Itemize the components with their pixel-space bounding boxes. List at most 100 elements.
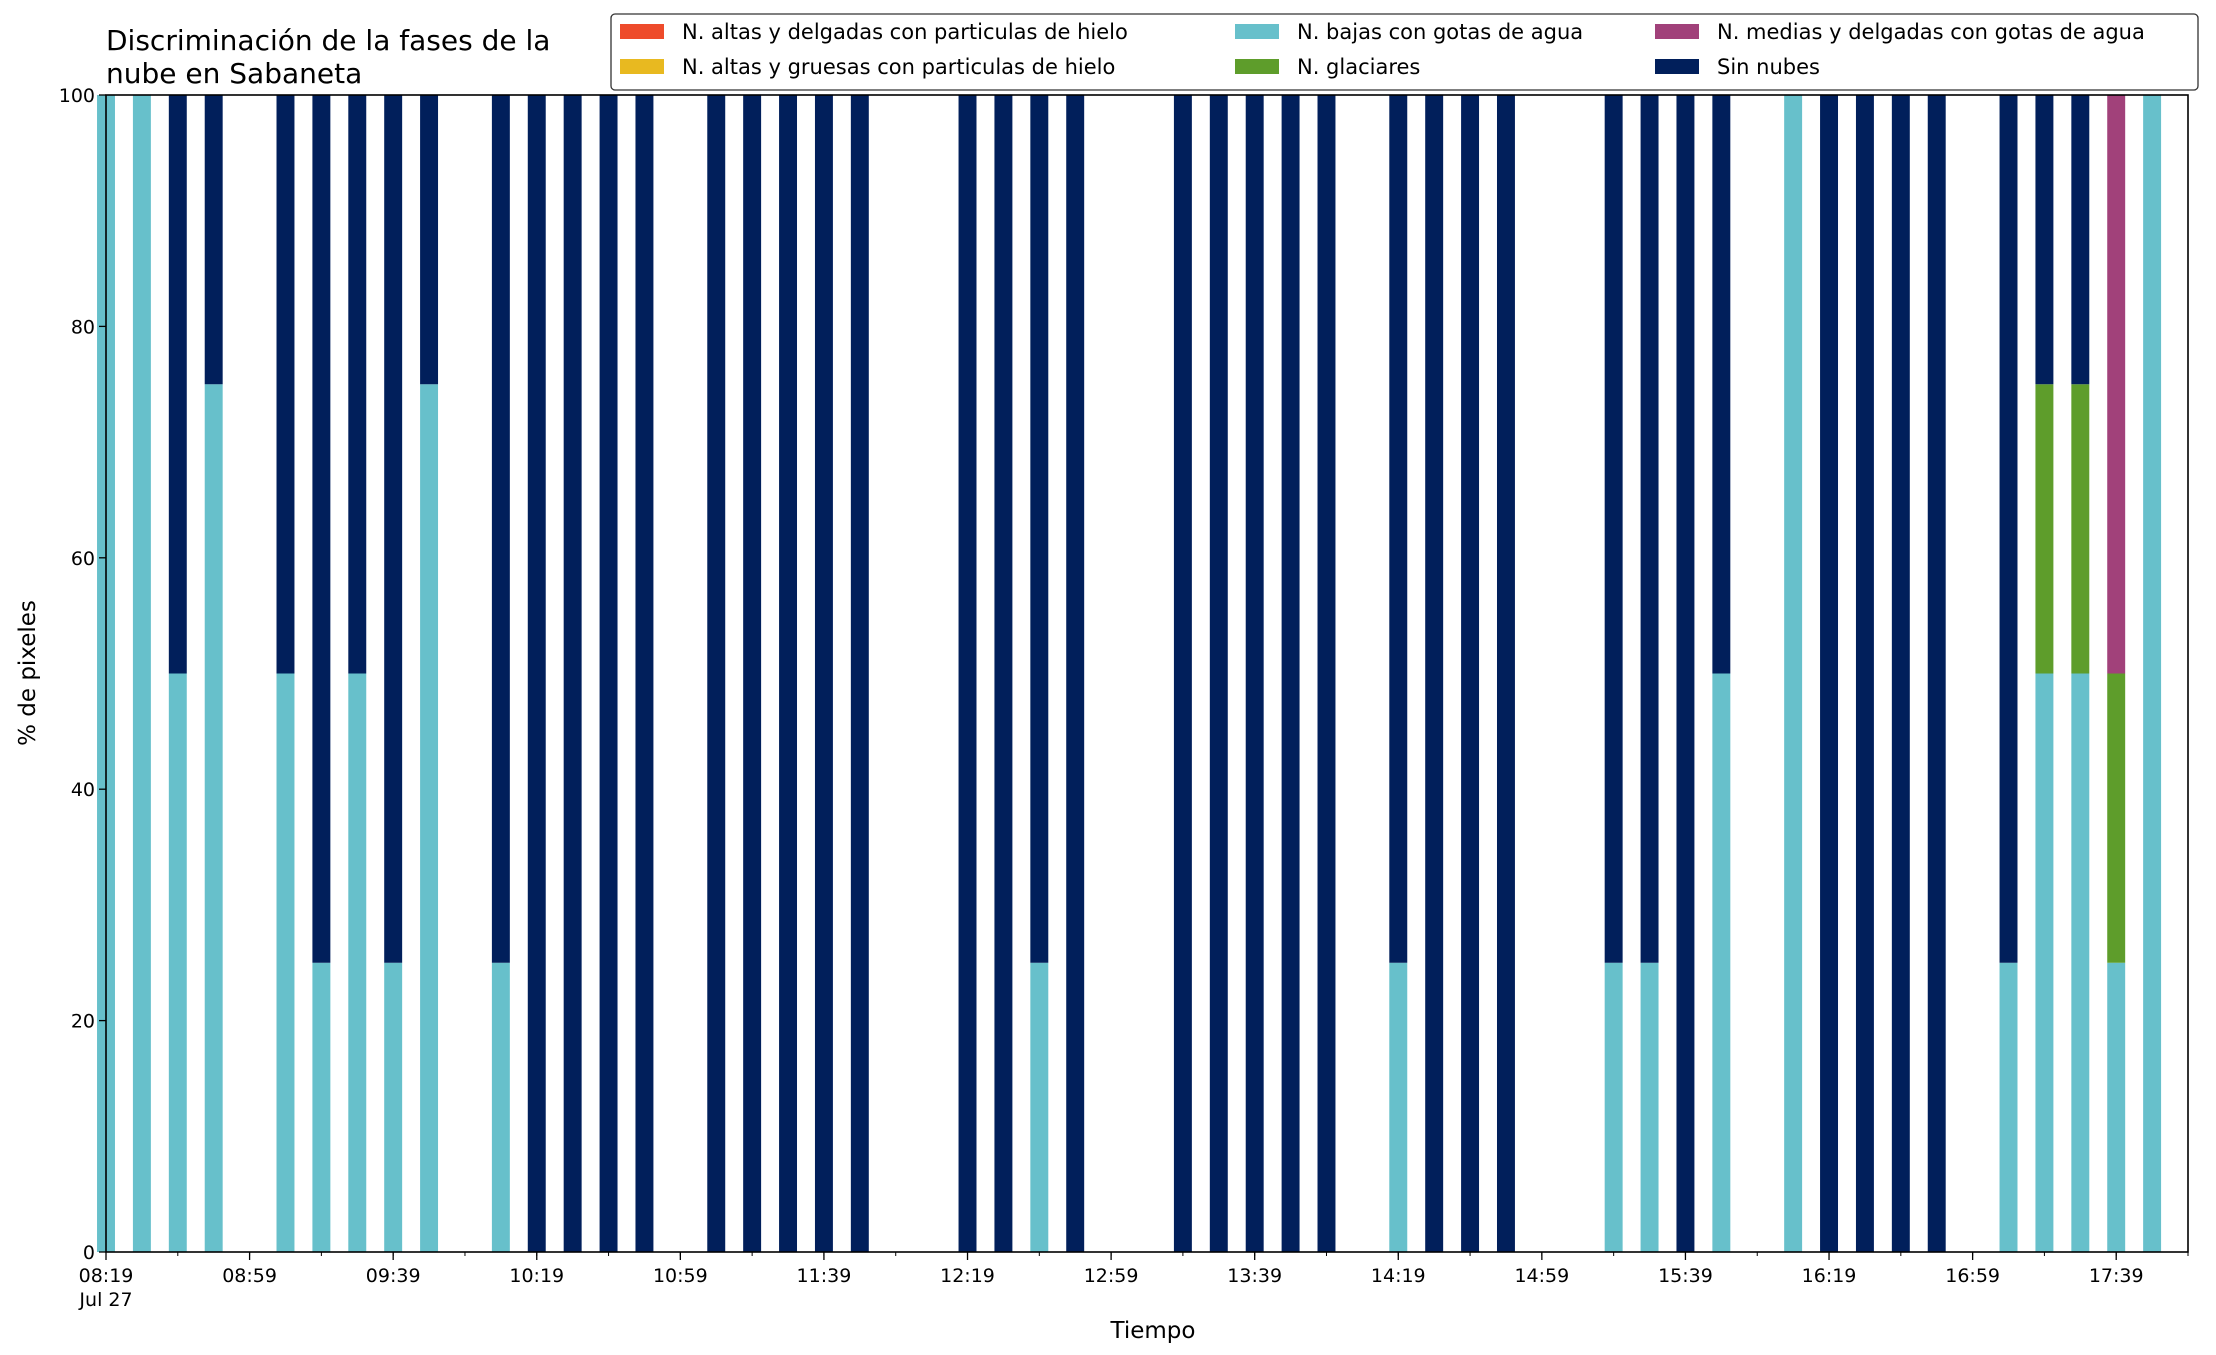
bar-segment (1461, 95, 1480, 1252)
x-tick-label: 14:19 (1371, 1265, 1426, 1287)
bar-segment (420, 384, 439, 1252)
bar-segment (1712, 673, 1731, 1252)
chart-title-line-2: nube en Sabaneta (106, 57, 362, 90)
x-tick-sublabel: Jul 27 (78, 1289, 132, 1311)
bar-segment (1173, 95, 1192, 1252)
bar-segment (994, 95, 1013, 1252)
legend-swatch (620, 59, 664, 74)
bar-segment (384, 962, 403, 1252)
legend-swatch (1655, 24, 1699, 39)
bar-segment (168, 673, 187, 1252)
bar-segment (2071, 95, 2090, 385)
bar-segment (1425, 95, 1444, 1252)
bar-area (97, 95, 2162, 1252)
bar-segment (491, 95, 510, 963)
bar-segment (779, 95, 798, 1252)
bar-segment (2035, 673, 2054, 1252)
bar-segment (814, 95, 833, 1252)
bar-segment (2071, 384, 2090, 674)
y-tick-label: 20 (71, 1011, 95, 1033)
y-tick-label: 40 (71, 779, 95, 801)
bar-segment (1209, 95, 1228, 1252)
chart-title-line-1: Discriminación de la fases de la (106, 24, 550, 57)
bar-segment (312, 95, 331, 963)
x-tick-label: 16:59 (1945, 1265, 2000, 1287)
legend: N. altas y delgadas con particulas de hi… (610, 13, 2199, 91)
bar-segment (1927, 95, 1946, 1252)
bar-segment (1030, 962, 1049, 1252)
y-tick-label: 60 (71, 548, 95, 570)
bar-segment (1999, 95, 2018, 963)
bar-segment (1676, 95, 1695, 1252)
x-tick-label: 08:19 (79, 1265, 134, 1287)
x-tick-label: 15:39 (1658, 1265, 1713, 1287)
x-tick-label: 14:59 (1514, 1265, 1569, 1287)
x-tick-label: 13:39 (1227, 1265, 1282, 1287)
x-tick-label: 12:59 (1084, 1265, 1139, 1287)
legend-swatch (1655, 59, 1699, 74)
legend-label: N. medias y delgadas con gotas de agua (1717, 20, 2145, 44)
bar-segment (1030, 95, 1049, 963)
bar-segment (563, 95, 582, 1252)
bar-segment (850, 95, 869, 1252)
legend-items: N. altas y delgadas con particulas de hi… (620, 20, 2145, 79)
bar-segment (348, 95, 367, 674)
x-tick-label: 10:59 (653, 1265, 708, 1287)
bar-segment (312, 962, 331, 1252)
bar-segment (1389, 962, 1408, 1252)
bar-segment (420, 95, 439, 385)
x-tick-label: 11:39 (797, 1265, 852, 1287)
bar-segment (204, 95, 223, 385)
bar-segment (1784, 95, 1803, 1252)
x-tick-label: 08:59 (222, 1265, 277, 1287)
legend-label: N. bajas con gotas de agua (1297, 20, 1583, 44)
bar-segment (1999, 962, 2018, 1252)
legend-label: N. glaciares (1297, 55, 1420, 79)
bar-segment (958, 95, 977, 1252)
bar-segment (1281, 95, 1300, 1252)
y-tick-label: 80 (71, 316, 95, 338)
bar-segment (384, 95, 403, 963)
y-tick-label: 0 (83, 1242, 95, 1264)
bar-segment (635, 95, 654, 1252)
bar-segment (2143, 95, 2162, 1252)
x-tick-label: 17:39 (2089, 1265, 2144, 1287)
bar-segment (1712, 95, 1731, 674)
legend-swatch (620, 24, 664, 39)
bar-segment (204, 384, 223, 1252)
legend-label: N. altas y delgadas con particulas de hi… (682, 20, 1128, 44)
bar-segment (1389, 95, 1408, 963)
bar-segment (1317, 95, 1336, 1252)
bar-segment (2107, 673, 2126, 963)
legend-label: N. altas y gruesas con particulas de hie… (682, 55, 1115, 79)
bar-segment (1604, 962, 1623, 1252)
bar-segment (1245, 95, 1264, 1252)
bar-segment (1820, 95, 1839, 1252)
legend-label: Sin nubes (1717, 55, 1820, 79)
legend-swatch (1235, 59, 1279, 74)
y-tick-label: 100 (59, 85, 95, 107)
chart-title: Discriminación de la fases de la nube en… (106, 24, 550, 90)
bar-segment (743, 95, 762, 1252)
bar-segment (1640, 962, 1659, 1252)
bar-segment (1640, 95, 1659, 963)
legend-swatch (1235, 24, 1279, 39)
x-tick-label: 16:19 (1802, 1265, 1857, 1287)
bar-segment (707, 95, 726, 1252)
bar-segment (491, 962, 510, 1252)
bar-segment (348, 673, 367, 1252)
bar-segment (132, 95, 151, 1252)
bar-segment (527, 95, 546, 1252)
bar-segment (2035, 95, 2054, 385)
bar-segment (276, 95, 295, 674)
legend-frame (610, 13, 2199, 91)
bar-segment (599, 95, 618, 1252)
bar-segment (2035, 384, 2054, 674)
bar-segment (168, 95, 187, 674)
y-axis-title: % de pixeles (15, 600, 41, 746)
bar-segment (1066, 95, 1085, 1252)
x-axis-title: Tiempo (1110, 1318, 1196, 1344)
bar-segment (2071, 673, 2090, 1252)
